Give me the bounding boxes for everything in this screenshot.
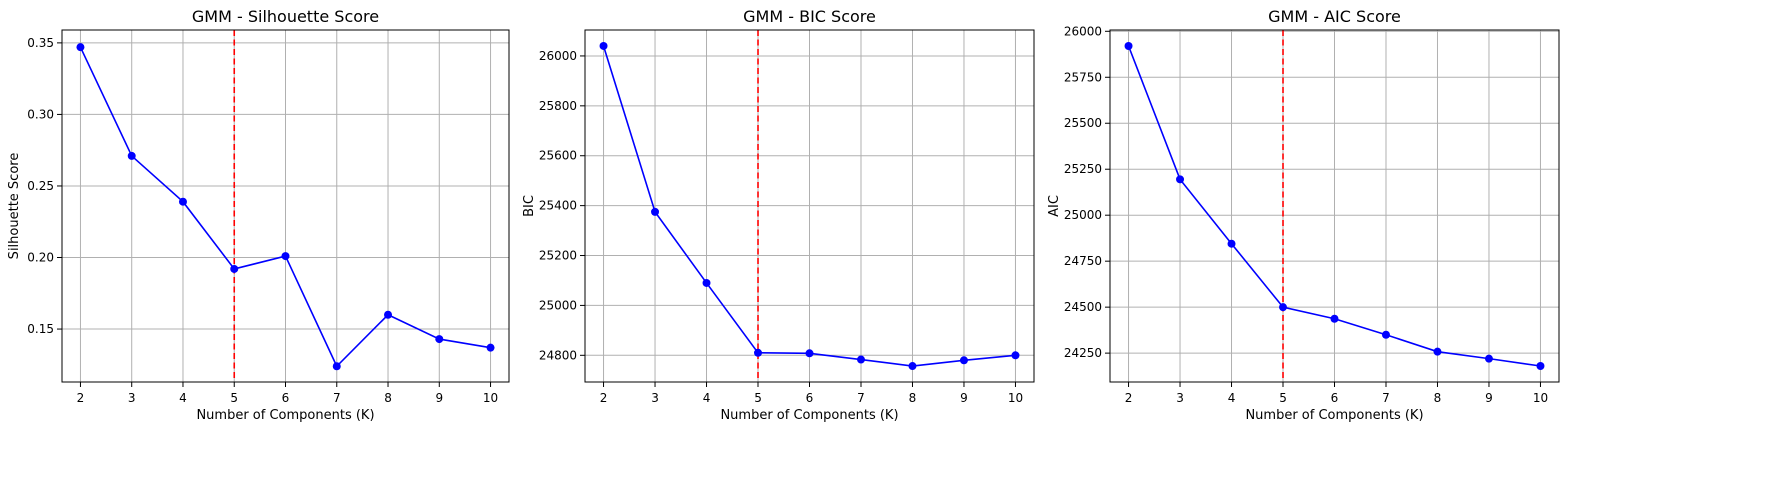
bic-y-tick-label: 25800 [539,99,577,113]
bic-x-axis-label: Number of Components (K) [720,408,898,423]
aic-data-point [1227,239,1236,248]
aic-data-point [1484,354,1493,363]
silhouette-y-axis-label: Silhouette Score [7,153,22,260]
aic-x-tick-label: 9 [1485,391,1493,405]
bic-data-point [908,362,917,371]
aic-x-tick-label: 6 [1331,391,1339,405]
silhouette-y-tick-label: 0.35 [27,36,54,50]
silhouette-x-axis-label: Number of Components (K) [196,408,374,423]
aic-data-point [1279,303,1288,312]
aic-score-chart: 2 3 4 5 6 7 8 9 10 24250 24500 24750 25000 25250 25500… [1047,7,1560,423]
aic-y-tick-label: 25750 [1064,70,1102,84]
silhouette-y-tick-label: 0.15 [27,322,54,336]
silhouette-x-tick-label: 9 [435,391,443,405]
bic-data-point [856,355,865,364]
silhouette-x-tick-label: 3 [128,391,136,405]
bic-score-chart: 2 3 4 5 6 7 8 9 10 24800 25000 25200 25400 25600 25800… [522,7,1035,423]
bic-x-tick-label: 7 [857,391,865,405]
bic-data-point [805,349,814,358]
aic-data-point [1381,330,1390,339]
silhouette-x-tick-label: 4 [179,391,187,405]
bic-x-tick-label: 5 [754,391,762,405]
aic-y-tick-label: 25500 [1064,116,1102,130]
aic-x-tick-label: 4 [1228,391,1236,405]
bic-y-axis-label: BIC [522,195,537,217]
bic-x-tick-label: 8 [909,391,917,405]
aic-x-tick-label: 3 [1176,391,1184,405]
aic-y-tick-label: 24250 [1064,346,1102,360]
aic-y-tick-label: 25250 [1064,162,1102,176]
aic-y-tick-label: 24750 [1064,254,1102,268]
silhouette-y-tick-label: 0.20 [27,251,54,265]
bic-y-tick-label: 25000 [539,298,577,312]
silhouette-x-tick-label: 7 [333,391,341,405]
silhouette-data-point [384,310,393,319]
silhouette-data-point [230,264,239,273]
aic-y-axis-label: AIC [1047,195,1062,217]
silhouette-y-tick-label: 0.30 [27,107,54,121]
silhouette-x-tick-label: 5 [230,391,238,405]
silhouette-y-tick-label: 0.25 [27,179,54,193]
bic-data-point [754,348,763,357]
bic-chart-title: GMM - BIC Score [743,7,876,26]
bic-x-tick-label: 9 [960,391,968,405]
silhouette-x-tick-label: 8 [384,391,392,405]
aic-x-tick-label: 2 [1125,391,1133,405]
bic-data-point [599,41,608,50]
aic-chart-title: GMM - AIC Score [1268,7,1401,26]
silhouette-x-tick-label: 10 [483,391,498,405]
bic-x-tick-label: 2 [600,391,608,405]
bic-data-point [651,207,660,216]
bic-data-point [959,356,968,365]
aic-data-point [1433,347,1442,356]
aic-data-point [1176,175,1185,184]
bic-y-tick-label: 25400 [539,199,577,213]
aic-data-point [1330,314,1339,323]
bic-y-tick-label: 25600 [539,149,577,163]
silhouette-data-point [435,335,444,344]
bic-y-tick-label: 24800 [539,348,577,362]
aic-x-tick-label: 7 [1382,391,1390,405]
bic-x-tick-label: 6 [806,391,814,405]
aic-y-tick-label: 24500 [1064,300,1102,314]
bic-x-tick-label: 10 [1008,391,1023,405]
bic-x-tick-label: 4 [703,391,711,405]
aic-y-tick-label: 25000 [1064,208,1102,222]
aic-x-tick-label: 5 [1279,391,1287,405]
silhouette-axes-frame [61,29,510,383]
silhouette-data-point [76,43,85,52]
aic-y-tick-label: 26000 [1064,24,1102,38]
bic-y-tick-label: 26000 [539,49,577,63]
bic-data-point [702,278,711,287]
silhouette-data-point [127,151,136,160]
bic-axes-frame [584,29,1035,383]
silhouette-data-point [281,252,290,261]
aic-data-point [1536,362,1545,370]
bic-x-tick-label: 3 [651,391,659,405]
bic-y-tick-label: 25200 [539,249,577,263]
silhouette-chart-title: GMM - Silhouette Score [192,7,379,26]
silhouette-score-chart: 2 3 4 5 6 7 8 9 10 0.15 0.20 0.25 0.30 0.35 GMM - Silh… [7,7,510,423]
silhouette-data-point [178,197,187,206]
aic-data-point [1124,42,1133,50]
bic-data-point [1011,351,1020,360]
aic-x-tick-label: 10 [1533,391,1548,405]
silhouette-x-tick-label: 6 [282,391,290,405]
aic-axes-frame [1109,29,1560,383]
aic-x-tick-label: 8 [1434,391,1442,405]
silhouette-x-tick-label: 2 [77,391,85,405]
silhouette-data-point [332,362,341,371]
silhouette-data-point [486,343,495,352]
aic-x-axis-label: Number of Components (K) [1245,408,1423,423]
